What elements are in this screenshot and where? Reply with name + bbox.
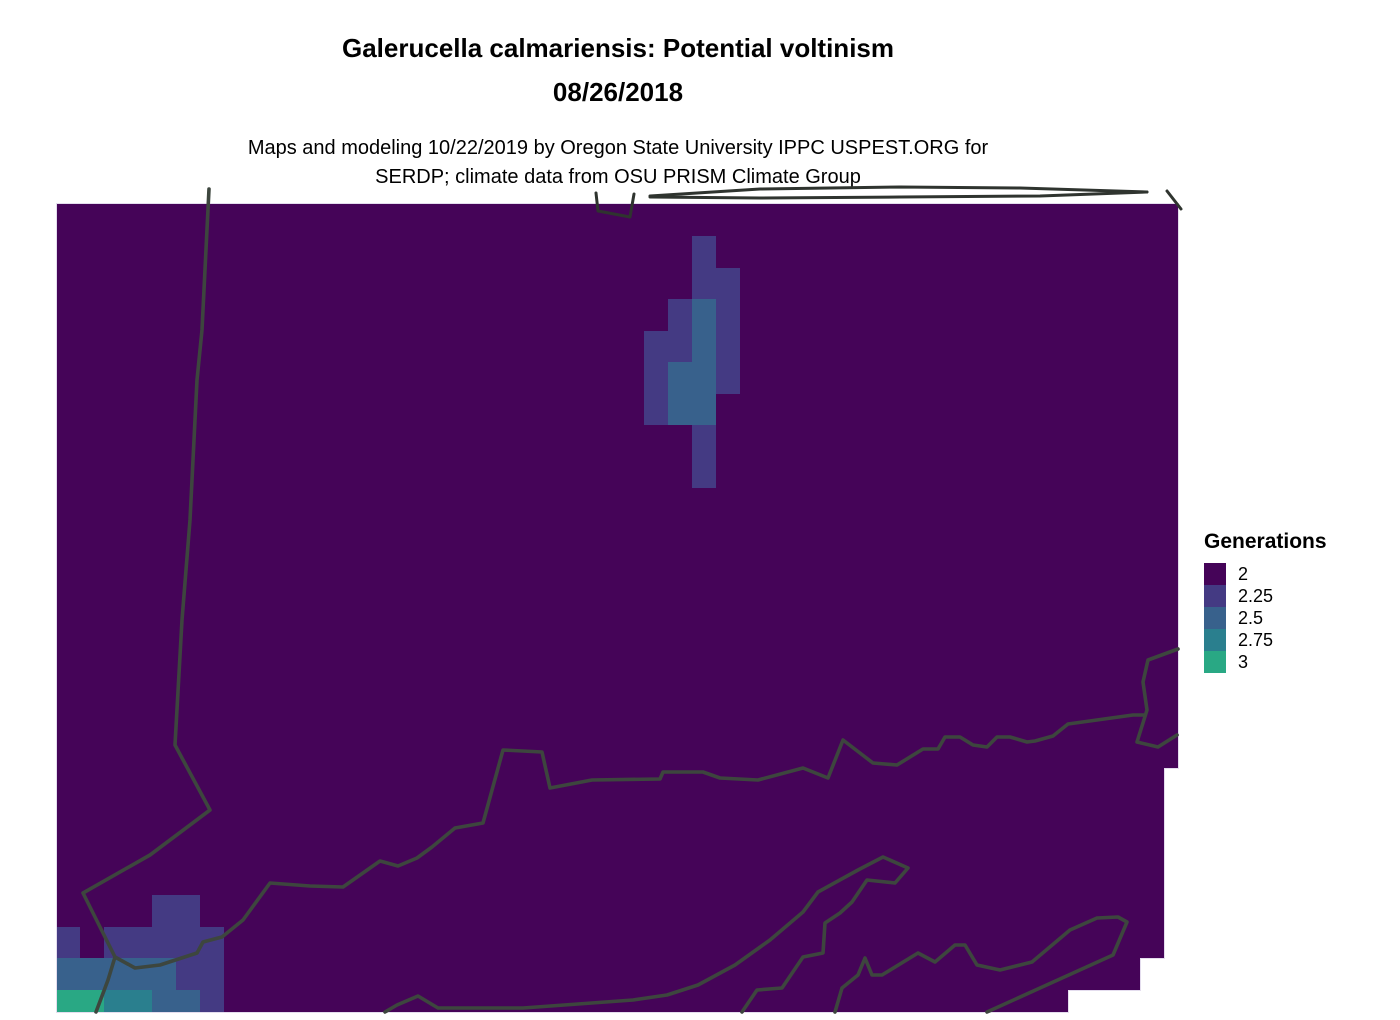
boundary-fragment-line [1165, 189, 1183, 211]
boundary-fragment-line [648, 190, 1149, 200]
raster-cell-gen-2.25 [200, 990, 224, 1012]
raster-cell-gen-2.25 [644, 362, 668, 394]
raster-background-gen-2 [57, 204, 1178, 1012]
legend-item-2: 2 [1204, 563, 1327, 585]
raster-cell-gen-2.5 [668, 394, 692, 425]
raster-cell-gen-2.25 [716, 268, 740, 299]
legend-item-2.25: 2.25 [1204, 585, 1327, 607]
raster-cell-gen-2.25 [152, 927, 176, 958]
county-boundary-line [383, 855, 910, 1014]
legend-label: 2.75 [1238, 629, 1274, 650]
county-boundary-line [113, 713, 1147, 970]
legend-items: 2 2.25 2.5 2.75 3 [1204, 563, 1327, 673]
raster-cell-gen-2.25 [692, 425, 716, 457]
raster-cell-gen-2.25 [644, 394, 668, 425]
legend-swatch [1204, 585, 1226, 607]
boundary-fragment-line [594, 191, 636, 219]
raster-cell-gen-2.5 [152, 990, 176, 1012]
raster-cell-gen-2.25 [692, 457, 716, 488]
legend-swatch [1204, 607, 1226, 629]
raster-cell-gen-3 [57, 990, 80, 1012]
legend-swatch [1204, 651, 1226, 673]
county-boundary-line [833, 915, 1129, 1014]
raster-cell-gen-2.5 [692, 394, 716, 425]
legend-label: 2.5 [1238, 607, 1264, 628]
raster-cell-gen-2.25 [57, 927, 80, 958]
raster-cell-gen-2.25 [128, 927, 152, 958]
map-subtitle: Maps and modeling 10/22/2019 by Oregon S… [57, 134, 1179, 192]
raster-cell-gen-2.25 [176, 958, 200, 990]
raster-cell-gen-2.25 [716, 362, 740, 394]
county-boundary-line [1135, 647, 1180, 749]
legend-item-2.75: 2.75 [1204, 629, 1327, 651]
legend-label: 2.25 [1238, 585, 1274, 606]
page-title: Galerucella calmariensis: Potential volt… [57, 26, 1179, 114]
boundary-fragment-line [648, 185, 1149, 198]
legend-swatch [1204, 563, 1226, 585]
legend-label: 2 [1238, 563, 1249, 584]
raster-cell-gen-2.25 [200, 958, 224, 990]
raster-cell-gen-2.5 [57, 958, 80, 990]
map-raster [57, 204, 1178, 1012]
raster-cell-gen-2.75 [104, 990, 128, 1012]
title-line-2: 08/26/2018 [552, 77, 684, 107]
legend-item-3: 3 [1204, 651, 1327, 673]
raster-cell-gen-2.25 [692, 236, 716, 268]
raster-cell-gen-2.5 [128, 958, 152, 990]
raster-cell-gen-2.5 [692, 299, 716, 331]
raster-cell-gen-2.25 [692, 268, 716, 299]
raster-cell-gen-2.5 [668, 362, 692, 394]
raster-cell-gen-2.25 [668, 331, 692, 362]
raster-cell-gen-2.5 [176, 990, 200, 1012]
raster-cell-gen-2.25 [716, 331, 740, 362]
subtitle-line-2: SERDP; climate data from OSU PRISM Clima… [375, 166, 861, 188]
raster-cell-gen-2.25 [176, 895, 200, 927]
raster-cell-gen-2.25 [668, 299, 692, 331]
legend-item-2.5: 2.5 [1204, 607, 1327, 629]
raster-cell-gen-2.5 [692, 331, 716, 362]
raster-cell-gen-2.25 [152, 895, 176, 927]
legend-swatch [1204, 629, 1226, 651]
legend-title: Generations [1204, 530, 1327, 553]
raster-cell-gen-2.5 [692, 362, 716, 394]
legend: Generations 2 2.25 2.5 2.75 3 [1204, 530, 1327, 673]
raster-cell-gen-2.5 [80, 958, 104, 990]
title-line-1: Galerucella calmariensis: Potential volt… [342, 33, 894, 63]
subtitle-line-1: Maps and modeling 10/22/2019 by Oregon S… [247, 137, 989, 159]
legend-label: 3 [1238, 651, 1249, 672]
raster-cell-gen-2.25 [644, 331, 668, 362]
header: Galerucella calmariensis: Potential volt… [57, 26, 1179, 192]
raster-cell-gen-2.25 [716, 299, 740, 331]
county-boundary-line [81, 187, 212, 1014]
raster-cell-gen-2.75 [128, 990, 152, 1012]
